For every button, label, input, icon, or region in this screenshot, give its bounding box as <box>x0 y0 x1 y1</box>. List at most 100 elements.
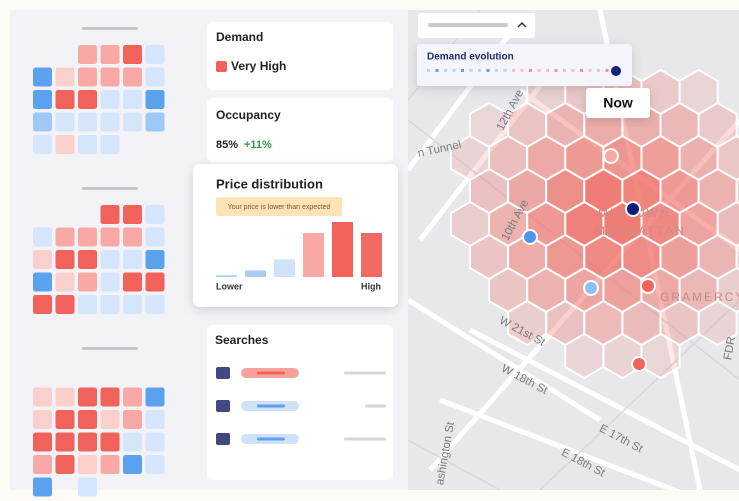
calendar-day[interactable] <box>145 272 165 292</box>
calendar-day[interactable] <box>55 67 75 87</box>
calendar-day[interactable] <box>33 387 52 407</box>
demand-level: Very High <box>231 59 286 73</box>
calendar-day[interactable] <box>55 90 75 109</box>
calendar-day[interactable] <box>78 112 97 132</box>
calendar-day[interactable] <box>33 90 52 109</box>
calendar-day[interactable] <box>145 455 165 474</box>
calendar-day[interactable] <box>78 387 97 407</box>
calendar-day[interactable] <box>123 272 142 292</box>
calendar-day[interactable] <box>33 432 52 452</box>
calendar-day[interactable] <box>145 67 165 87</box>
calendar-day[interactable] <box>33 455 52 474</box>
calendar-day[interactable] <box>33 250 52 269</box>
timeline-tick <box>478 69 481 72</box>
calendar-day[interactable] <box>55 272 75 292</box>
calendar-day[interactable] <box>33 112 52 132</box>
calendar-day[interactable] <box>100 410 120 429</box>
calendar-day[interactable] <box>100 455 120 474</box>
map: 12th Ave n Tunnel 10th Ave W 21st St W 1… <box>408 10 739 490</box>
calendar-day[interactable] <box>100 45 120 64</box>
calendar-day[interactable] <box>78 227 97 247</box>
search-pill-fill <box>257 404 285 408</box>
card-title: Occupancy <box>216 108 281 122</box>
marker[interactable] <box>625 201 641 217</box>
calendar-day[interactable] <box>123 295 142 314</box>
calendar-day[interactable] <box>78 45 97 64</box>
calendar-day[interactable] <box>78 250 97 269</box>
price-bar <box>361 233 382 277</box>
calendar-day[interactable] <box>145 432 165 452</box>
calendar-day[interactable] <box>78 67 97 87</box>
calendar-day[interactable] <box>100 205 120 224</box>
calendar-day[interactable] <box>123 205 142 224</box>
calendar-day[interactable] <box>55 387 75 407</box>
calendar-day[interactable] <box>55 455 75 474</box>
calendar-day[interactable] <box>145 227 165 247</box>
calendar-day[interactable] <box>100 250 120 269</box>
price-bar <box>245 270 266 277</box>
calendar-day[interactable] <box>100 272 120 292</box>
calendar-day[interactable] <box>123 432 142 452</box>
calendar-day[interactable] <box>145 112 165 132</box>
calendar-day[interactable] <box>55 295 75 314</box>
calendar-day[interactable] <box>100 135 120 154</box>
marker[interactable] <box>631 356 647 372</box>
calendar-day[interactable] <box>123 250 142 269</box>
calendar-day[interactable] <box>123 455 142 474</box>
calendar-day[interactable] <box>123 67 142 87</box>
calendar-day[interactable] <box>100 112 120 132</box>
calendar-day[interactable] <box>145 387 165 407</box>
search-pill-fill <box>257 371 285 375</box>
calendar-day[interactable] <box>145 90 165 109</box>
calendar-day[interactable] <box>100 295 120 314</box>
calendar-day[interactable] <box>55 432 75 452</box>
calendar-day[interactable] <box>33 410 52 429</box>
timeline-tick <box>554 69 558 72</box>
calendar-day[interactable] <box>100 227 120 247</box>
area-label: MANHATTAN <box>595 224 686 238</box>
calendar-day[interactable] <box>33 135 52 154</box>
timeline-tick <box>563 69 566 72</box>
calendar-day[interactable] <box>55 135 75 154</box>
marker[interactable] <box>603 148 619 164</box>
calendar-day[interactable] <box>78 90 97 109</box>
marker[interactable] <box>640 278 656 294</box>
calendar-day[interactable] <box>78 272 97 292</box>
calendar-day[interactable] <box>55 227 75 247</box>
calendar-day[interactable] <box>100 90 120 109</box>
calendar-day[interactable] <box>100 67 120 87</box>
calendar-day[interactable] <box>78 410 97 429</box>
calendar-day[interactable] <box>55 112 75 132</box>
timeline-tick <box>520 69 524 72</box>
calendar-day[interactable] <box>78 455 97 474</box>
calendar-day[interactable] <box>145 410 165 429</box>
calendar-day[interactable] <box>123 112 142 132</box>
calendar-day[interactable] <box>33 477 52 497</box>
marker[interactable] <box>583 280 599 296</box>
calendar-day[interactable] <box>55 410 75 429</box>
calendar-day[interactable] <box>33 67 52 87</box>
calendar-day[interactable] <box>145 45 165 64</box>
calendar-day[interactable] <box>78 477 97 497</box>
timeline-tick <box>605 69 609 72</box>
calendar-day[interactable] <box>123 227 142 247</box>
calendar-day[interactable] <box>145 205 165 224</box>
timeline-now[interactable] <box>611 66 621 76</box>
calendar-day[interactable] <box>123 45 142 64</box>
calendar-day[interactable] <box>123 90 142 109</box>
calendar-day[interactable] <box>33 227 52 247</box>
marker[interactable] <box>522 229 538 245</box>
calendar-day[interactable] <box>100 387 120 407</box>
tooltip-text: Now <box>603 95 633 111</box>
calendar-day[interactable] <box>78 135 97 154</box>
calendar-day[interactable] <box>33 295 52 314</box>
calendar-day[interactable] <box>145 250 165 269</box>
calendar-day[interactable] <box>78 432 97 452</box>
calendar-day[interactable] <box>33 272 52 292</box>
calendar-day[interactable] <box>123 410 142 429</box>
calendar-day[interactable] <box>55 250 75 269</box>
calendar-day[interactable] <box>100 432 120 452</box>
calendar-day[interactable] <box>123 387 142 407</box>
calendar-day[interactable] <box>78 295 97 314</box>
calendar-day[interactable] <box>145 295 165 314</box>
